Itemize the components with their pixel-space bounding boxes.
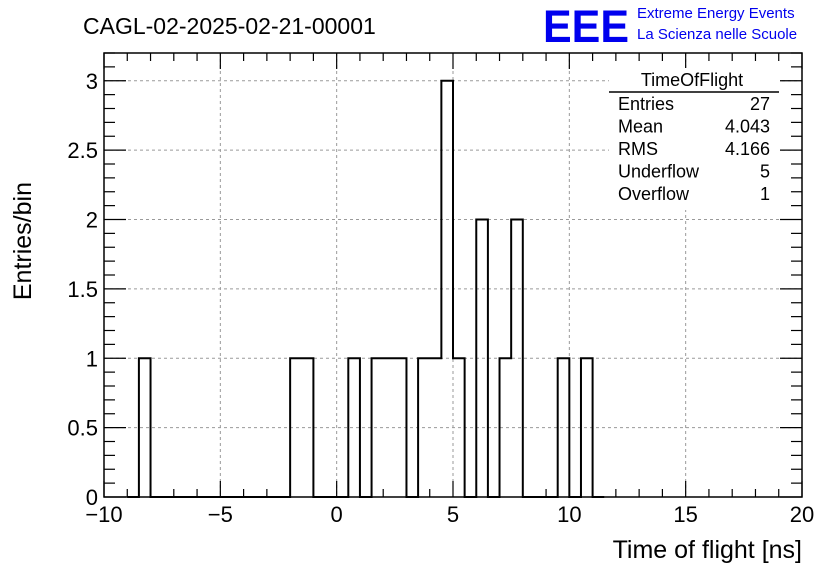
stats-row-value: 1 xyxy=(760,184,770,204)
y-tick-label: 0 xyxy=(86,485,98,510)
y-tick-labels: 0 0.5 1 1.5 2 2.5 3 xyxy=(67,69,98,510)
stats-row-value: 5 xyxy=(760,162,770,182)
stats-box: TimeOfFlight Entries 27 Mean 4.043 RMS 4.166 U… xyxy=(609,68,779,210)
stats-row-value: 4.166 xyxy=(725,139,770,159)
chart-title: CAGL-02-2025-02-21-00001 xyxy=(83,13,376,39)
stats-row-label: Overflow xyxy=(618,184,690,204)
y-tick-label: 3 xyxy=(86,69,98,94)
y-tick-label: 2.5 xyxy=(67,138,98,163)
stats-row-label: Underflow xyxy=(618,162,700,182)
stats-row-label: RMS xyxy=(618,139,658,159)
y-tick-label: 0.5 xyxy=(67,416,98,441)
y-axis-label: Entries/bin xyxy=(9,182,37,300)
x-tick-label: 20 xyxy=(790,502,814,527)
stats-row-value: 27 xyxy=(750,94,770,114)
x-tick-labels: −10 −5 0 5 10 15 20 xyxy=(85,502,814,527)
logo-line-2: La Scienza nelle Scuole xyxy=(637,26,797,43)
x-tick-label: 5 xyxy=(447,502,459,527)
stats-box-title: TimeOfFlight xyxy=(641,70,743,90)
y-tick-label: 1 xyxy=(86,346,98,371)
y-tick-label: 1.5 xyxy=(67,277,98,302)
logo-mark: EEE xyxy=(543,1,629,52)
eee-logo: EEE Extreme Energy Events La Scienza nel… xyxy=(543,1,797,52)
stats-row-value: 4.043 xyxy=(725,117,770,137)
stats-row-label: Mean xyxy=(618,117,663,137)
y-tick-label: 2 xyxy=(86,208,98,233)
logo-line-1: Extreme Energy Events xyxy=(637,5,795,22)
x-axis-label: Time of flight [ns] xyxy=(613,536,802,564)
stats-row-label: Entries xyxy=(618,94,674,114)
x-tick-label: −5 xyxy=(208,502,233,527)
x-tick-label: 0 xyxy=(331,502,343,527)
x-tick-label: 15 xyxy=(673,502,697,527)
x-tick-label: −10 xyxy=(85,502,122,527)
axes xyxy=(103,52,803,498)
x-tick-label: 10 xyxy=(557,502,581,527)
